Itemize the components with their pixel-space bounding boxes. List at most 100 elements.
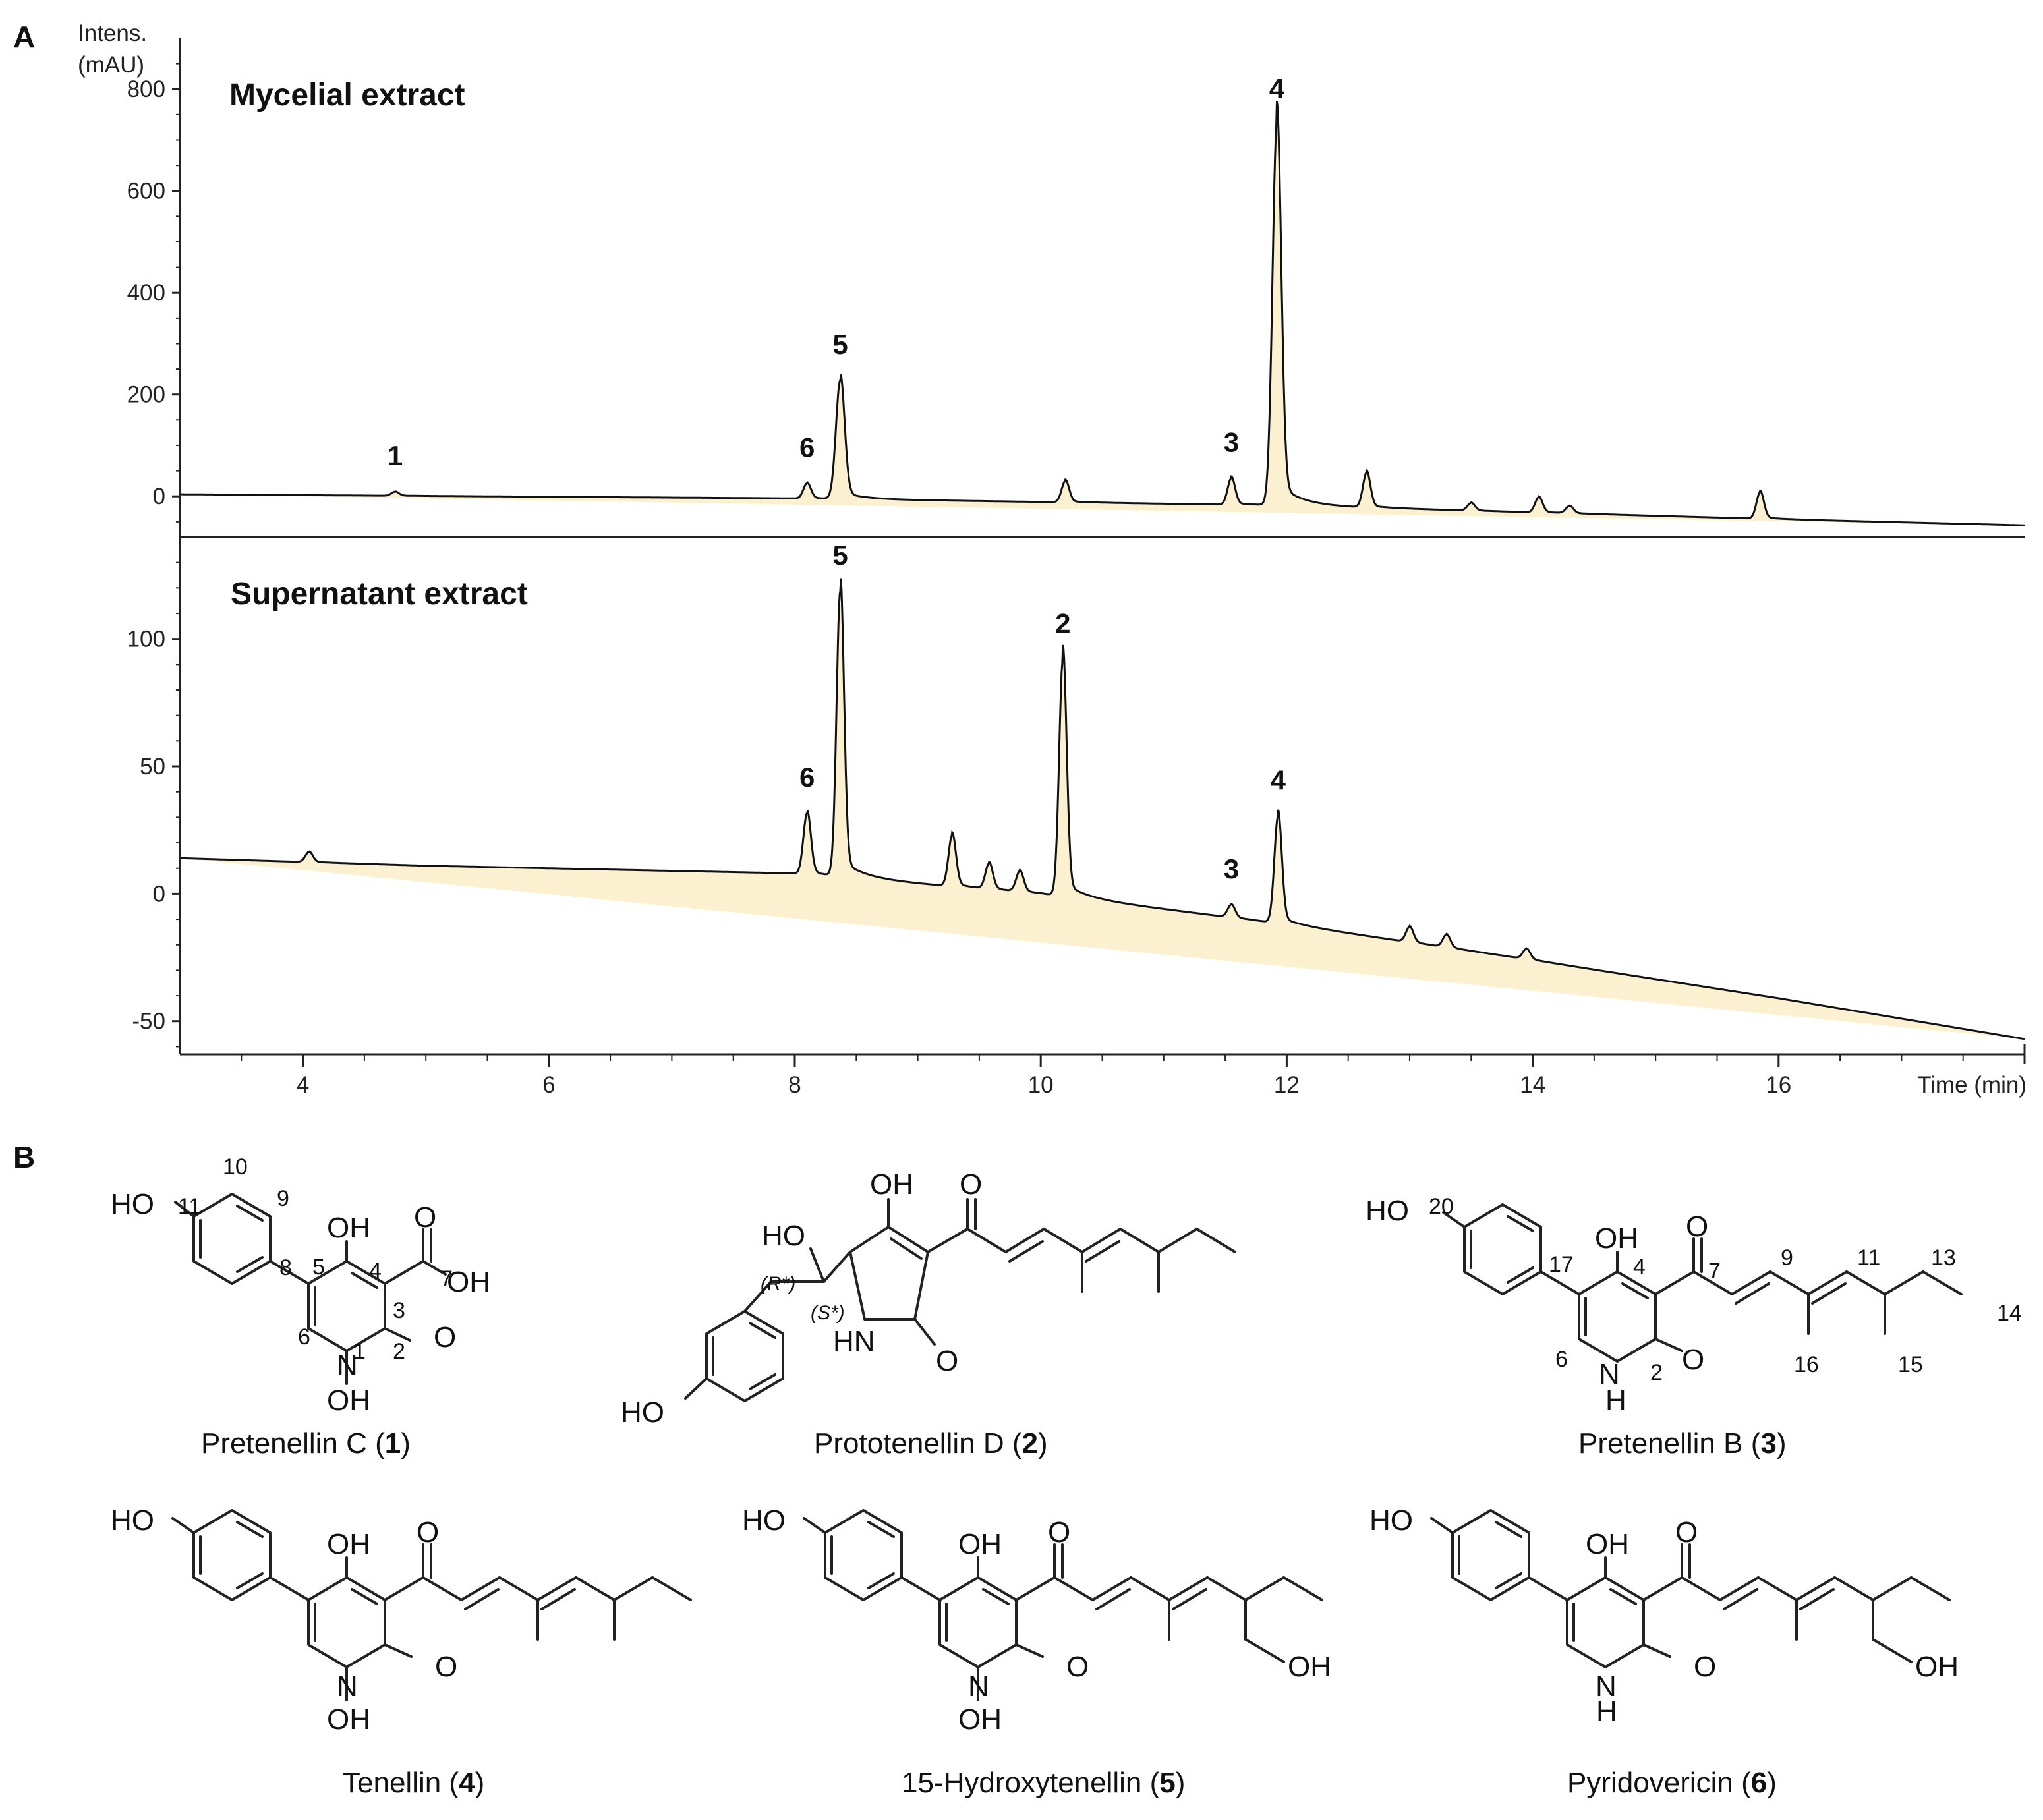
svg-text:O: O [1048,1516,1070,1549]
supernatant-y-ticks: -50 0 50 100 [127,627,180,1035]
svg-text:N: N [337,1670,358,1703]
y-tick-label: 0 [153,484,165,509]
x-tick-label: 4 [297,1072,309,1098]
x-axis-label: Time (min) [1917,1072,2027,1098]
structure-pyridovericin: HO OH O O N H OH Pyridovericin (6) [1369,1504,1959,1799]
svg-text:HN: HN [833,1325,875,1357]
y-tick-label: 100 [127,627,165,652]
svg-text:10: 10 [223,1154,248,1180]
y-tick-label: 200 [127,382,165,408]
svg-text:O: O [1066,1651,1089,1683]
svg-text:HO: HO [1369,1504,1413,1537]
svg-text:O: O [1675,1516,1698,1549]
svg-text:9: 9 [1781,1245,1793,1270]
peak-label-6: 6 [799,432,815,463]
svg-text:20: 20 [1429,1194,1454,1219]
svg-text:HO: HO [762,1220,805,1252]
peak-label-3: 3 [1224,427,1239,458]
svg-text:4: 4 [1633,1255,1646,1280]
svg-text:OH: OH [327,1384,370,1417]
svg-text:H: H [1605,1384,1626,1417]
svg-text:N: N [1596,1670,1617,1703]
svg-text:7: 7 [440,1266,453,1292]
svg-text:O: O [417,1516,439,1549]
svg-text:HO: HO [111,1504,154,1537]
structure-pretenellin-c: HO OH O OH O N OH 11 10 9 8 5 4 3 7 2 1 … [111,1154,490,1460]
y-tick-label: 600 [127,179,165,204]
y-tick-label: 0 [153,881,165,907]
supernatant-trace-line [179,578,2025,1040]
svg-text:H: H [1596,1695,1617,1728]
svg-text:3: 3 [393,1298,405,1323]
peak-label-1: 1 [388,440,403,471]
svg-text:13: 13 [1931,1245,1956,1270]
svg-text:OH: OH [327,1703,370,1736]
panel-a-letter: A [13,20,35,54]
mycelial-fill-area [180,101,2025,526]
svg-text:O: O [1686,1210,1708,1243]
svg-text:HO: HO [621,1396,664,1429]
caption-pretenellin-c: Pretenellin C (1) [201,1427,411,1460]
mycelial-peak-labels: 1 6 5 3 4 [388,73,1285,471]
peak-label-2: 2 [1055,608,1070,639]
structure-pretenellin-b: HO OH O O N H 20 17 4 7 9 11 13 14 15 16… [1366,1194,2022,1460]
svg-text:N: N [337,1350,358,1382]
x-tick-label: 10 [1028,1072,1054,1098]
svg-text:OH: OH [1288,1651,1331,1683]
svg-text:HO: HO [111,1188,154,1220]
caption-pretenellin-b: Pretenellin B (3) [1578,1427,1787,1460]
svg-text:9: 9 [277,1186,289,1211]
structure-15-hydroxytenellin: HO OH O O N OH OH 15-Hydroxytenellin (5) [742,1504,1331,1799]
x-tick-label: 6 [542,1072,555,1098]
svg-text:4: 4 [369,1259,382,1284]
svg-text:OH: OH [958,1528,1002,1560]
svg-text:OH: OH [1586,1528,1629,1560]
x-tick-label: 14 [1520,1072,1545,1098]
x-tick-label: 16 [1766,1072,1791,1098]
supernatant-peak-labels: 6 5 2 3 4 [799,540,1286,884]
x-tick-label: 8 [788,1072,801,1098]
svg-text:OH: OH [327,1212,370,1244]
mycelial-trace-group [180,101,2025,526]
svg-text:11: 11 [178,1194,201,1219]
svg-text:8: 8 [279,1255,292,1280]
svg-text:O: O [960,1168,982,1201]
chart-title-supernatant: Supernatant extract [231,577,528,611]
y-tick-label: 800 [127,76,165,102]
svg-text:(R*): (R*) [761,1273,795,1295]
peak-label-6: 6 [799,762,815,793]
caption-pyridovericin: Pyridovericin (6) [1567,1767,1777,1799]
svg-text:OH: OH [447,1266,490,1298]
svg-text:OH: OH [958,1703,1002,1736]
peak-label-5: 5 [832,540,848,571]
supernatant-fill-area [180,578,2025,1039]
supernatant-trace-group [179,578,2025,1040]
peak-label-4: 4 [1269,73,1285,104]
supernatant-area-fill [180,578,2025,1039]
svg-text:OH: OH [870,1168,913,1201]
y-tick-label: 50 [140,754,165,780]
svg-text:O: O [434,1321,456,1353]
svg-text:O: O [435,1651,457,1683]
svg-text:16: 16 [1794,1352,1819,1377]
svg-text:1: 1 [353,1339,366,1364]
svg-text:7: 7 [1708,1259,1721,1284]
x-tick-label: 12 [1274,1072,1300,1098]
svg-text:6: 6 [1555,1347,1568,1372]
svg-text:2: 2 [1650,1360,1663,1385]
y-tick-label: 400 [127,280,165,306]
caption-prototenellin-d: Prototenellin D (2) [814,1427,1048,1460]
peak-label-4: 4 [1271,765,1286,796]
svg-text:14: 14 [1997,1301,2022,1326]
x-axis-ticks: 4 6 8 10 12 14 16 [241,1054,1964,1098]
caption-15-hydroxytenellin: 15-Hydroxytenellin (5) [902,1767,1185,1799]
svg-text:HO: HO [1366,1195,1409,1227]
structure-tenellin: HO OH O O N OH Tenellin (4) [111,1504,692,1799]
svg-text:HO: HO [742,1504,786,1537]
structure-prototenellin-d: HO OH O HN O HO (R*) (S*) Prototenellin … [621,1168,1236,1460]
peak-label-3: 3 [1224,853,1239,884]
chart-title-mycelial: Mycelial extract [229,78,465,113]
svg-text:15: 15 [1898,1352,1923,1377]
svg-text:17: 17 [1549,1252,1574,1277]
